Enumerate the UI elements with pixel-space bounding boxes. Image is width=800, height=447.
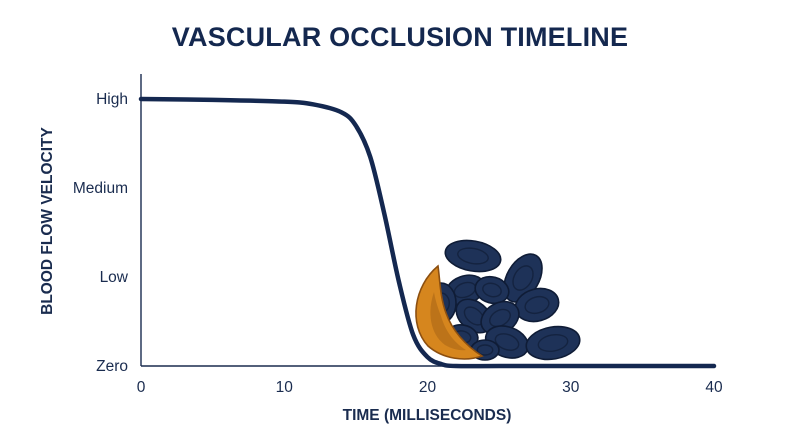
- x-tick-label: 0: [137, 379, 146, 396]
- series-line: [138, 96, 717, 369]
- y-tick-label: Medium: [73, 180, 128, 197]
- red-blood-cell-body: [444, 239, 502, 273]
- y-tick-label: Low: [100, 269, 129, 286]
- x-tick-label: 20: [419, 379, 437, 396]
- red-blood-cell-dimple: [476, 344, 494, 356]
- sickle-cell-shade: [430, 292, 466, 351]
- red-blood-cell-body: [525, 325, 581, 361]
- x-tick-label: 30: [562, 379, 580, 396]
- y-tick-label: Zero: [96, 358, 128, 375]
- x-tick-labels: 0 10 20 30 40: [137, 379, 723, 396]
- red-blood-cell-dimple: [537, 334, 569, 352]
- x-axis-label: TIME (MILLISECONDS): [343, 407, 512, 424]
- red-blood-cell-dimple: [524, 295, 550, 315]
- red-blood-cell-dimple: [482, 282, 502, 298]
- red-blood-cell-icon: [444, 239, 502, 273]
- red-blood-cell-icon: [525, 325, 581, 361]
- blood-cell-clot-illustration: [415, 239, 581, 361]
- x-tick-label: 10: [276, 379, 294, 396]
- series-layer: [138, 96, 717, 369]
- red-blood-cell-dimple: [457, 247, 489, 265]
- y-tick-labels: Zero Low Medium High: [73, 91, 129, 375]
- red-blood-cell-dimple: [489, 308, 511, 328]
- sickle-cell-body: [415, 264, 484, 360]
- red-blood-cell-icon: [474, 275, 510, 305]
- red-blood-cell-dimple: [494, 333, 520, 351]
- red-blood-cell-body: [474, 275, 510, 305]
- red-blood-cell-icon: [480, 300, 520, 336]
- red-blood-cell-dimple: [512, 265, 534, 291]
- y-axis-label: BLOOD FLOW VELOCITY: [39, 126, 56, 314]
- y-tick-label: High: [96, 91, 128, 108]
- sickle-cell-icon: [415, 264, 484, 360]
- x-tick-label: 40: [705, 379, 723, 396]
- chart-title: VASCULAR OCCLUSION TIMELINE: [172, 22, 628, 52]
